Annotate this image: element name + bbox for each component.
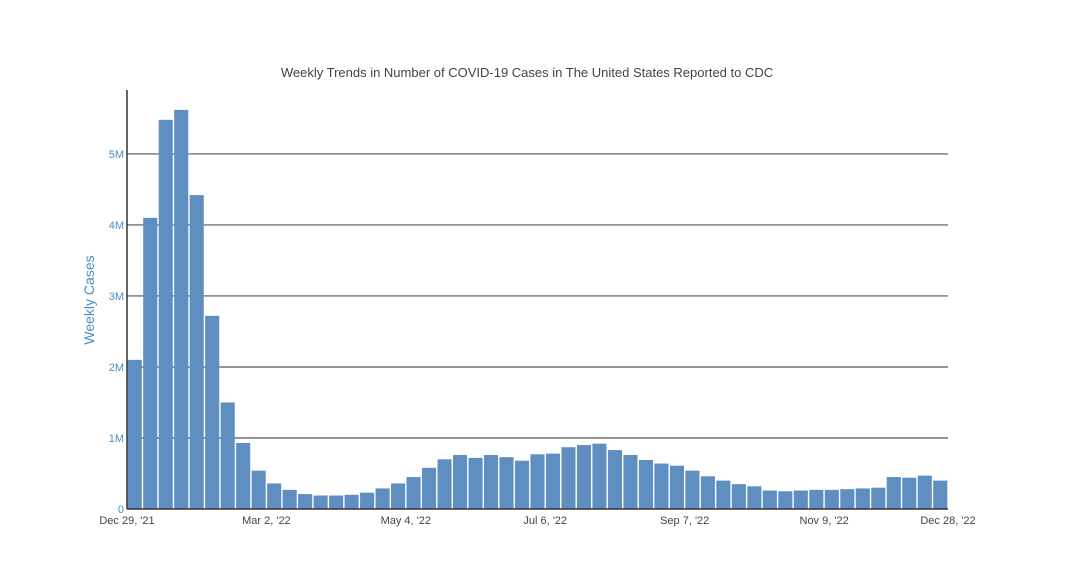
x-tick-labels: Dec 29, '21 Mar 2, '22 May 4, '22 Jul 6, '2… xyxy=(99,515,975,527)
bar xyxy=(855,488,870,509)
bar xyxy=(685,470,700,509)
bar xyxy=(391,483,406,509)
bars xyxy=(127,109,948,510)
bar xyxy=(654,463,669,509)
bar xyxy=(716,480,731,509)
axes xyxy=(126,90,948,510)
bar xyxy=(840,489,855,509)
bar xyxy=(902,477,917,509)
bar xyxy=(251,470,266,509)
bar xyxy=(437,459,452,509)
x-tick-label: Mar 2, '22 xyxy=(242,515,291,527)
bar xyxy=(607,450,622,509)
gridlines xyxy=(127,153,948,439)
bar xyxy=(623,455,638,509)
x-tick-label: Dec 29, '21 xyxy=(99,515,154,527)
bar xyxy=(731,484,746,509)
bar xyxy=(669,465,684,509)
bar xyxy=(174,109,189,509)
chart-title: Weekly Trends in Number of COVID-19 Case… xyxy=(281,65,773,80)
bar xyxy=(127,359,142,509)
bar xyxy=(282,489,297,509)
bar xyxy=(344,494,359,509)
bar xyxy=(592,443,607,509)
bar xyxy=(793,490,808,509)
y-tick-labels: 0 1M 2M 3M 4M 5M xyxy=(109,149,124,516)
y-tick-label: 5M xyxy=(109,149,124,161)
bar xyxy=(236,442,251,509)
bar xyxy=(406,477,421,509)
bar xyxy=(483,455,499,509)
bar xyxy=(809,489,824,509)
x-tick-label: Jul 6, '22 xyxy=(523,515,567,527)
bar xyxy=(638,460,653,509)
bar xyxy=(530,454,545,509)
bar xyxy=(762,490,777,509)
bar xyxy=(561,447,576,509)
bar xyxy=(700,476,715,509)
bar xyxy=(220,402,235,509)
bar xyxy=(422,467,437,509)
y-tick-label: 0 xyxy=(118,504,124,516)
bar xyxy=(778,491,793,509)
bar xyxy=(917,475,932,509)
bar xyxy=(189,195,204,510)
bar xyxy=(747,486,762,509)
bar xyxy=(514,460,530,509)
x-tick-label: Nov 9, '22 xyxy=(800,515,849,527)
bar xyxy=(933,480,948,509)
bar xyxy=(824,489,839,509)
x-tick-label: Sep 7, '22 xyxy=(660,515,709,527)
bar xyxy=(360,492,375,509)
y-tick-label: 2M xyxy=(109,362,124,374)
bar xyxy=(329,495,344,509)
y-tick-label: 1M xyxy=(109,433,124,445)
bar xyxy=(267,483,282,509)
bar xyxy=(468,457,483,509)
bar xyxy=(143,217,158,509)
bar xyxy=(158,119,173,509)
y-tick-label: 4M xyxy=(109,220,124,232)
bar xyxy=(499,457,514,509)
bar xyxy=(545,453,561,509)
bar xyxy=(298,494,313,509)
bar xyxy=(375,488,390,509)
bar xyxy=(313,495,328,509)
bar xyxy=(886,477,901,509)
bar xyxy=(453,455,468,509)
x-tick-label: May 4, '22 xyxy=(381,515,431,527)
y-axis-title: Weekly Cases xyxy=(81,255,97,344)
bar xyxy=(871,487,886,509)
x-tick-label: Dec 28, '22 xyxy=(920,515,975,527)
bar xyxy=(576,445,592,509)
y-tick-label: 3M xyxy=(109,291,124,303)
bar xyxy=(205,315,220,509)
